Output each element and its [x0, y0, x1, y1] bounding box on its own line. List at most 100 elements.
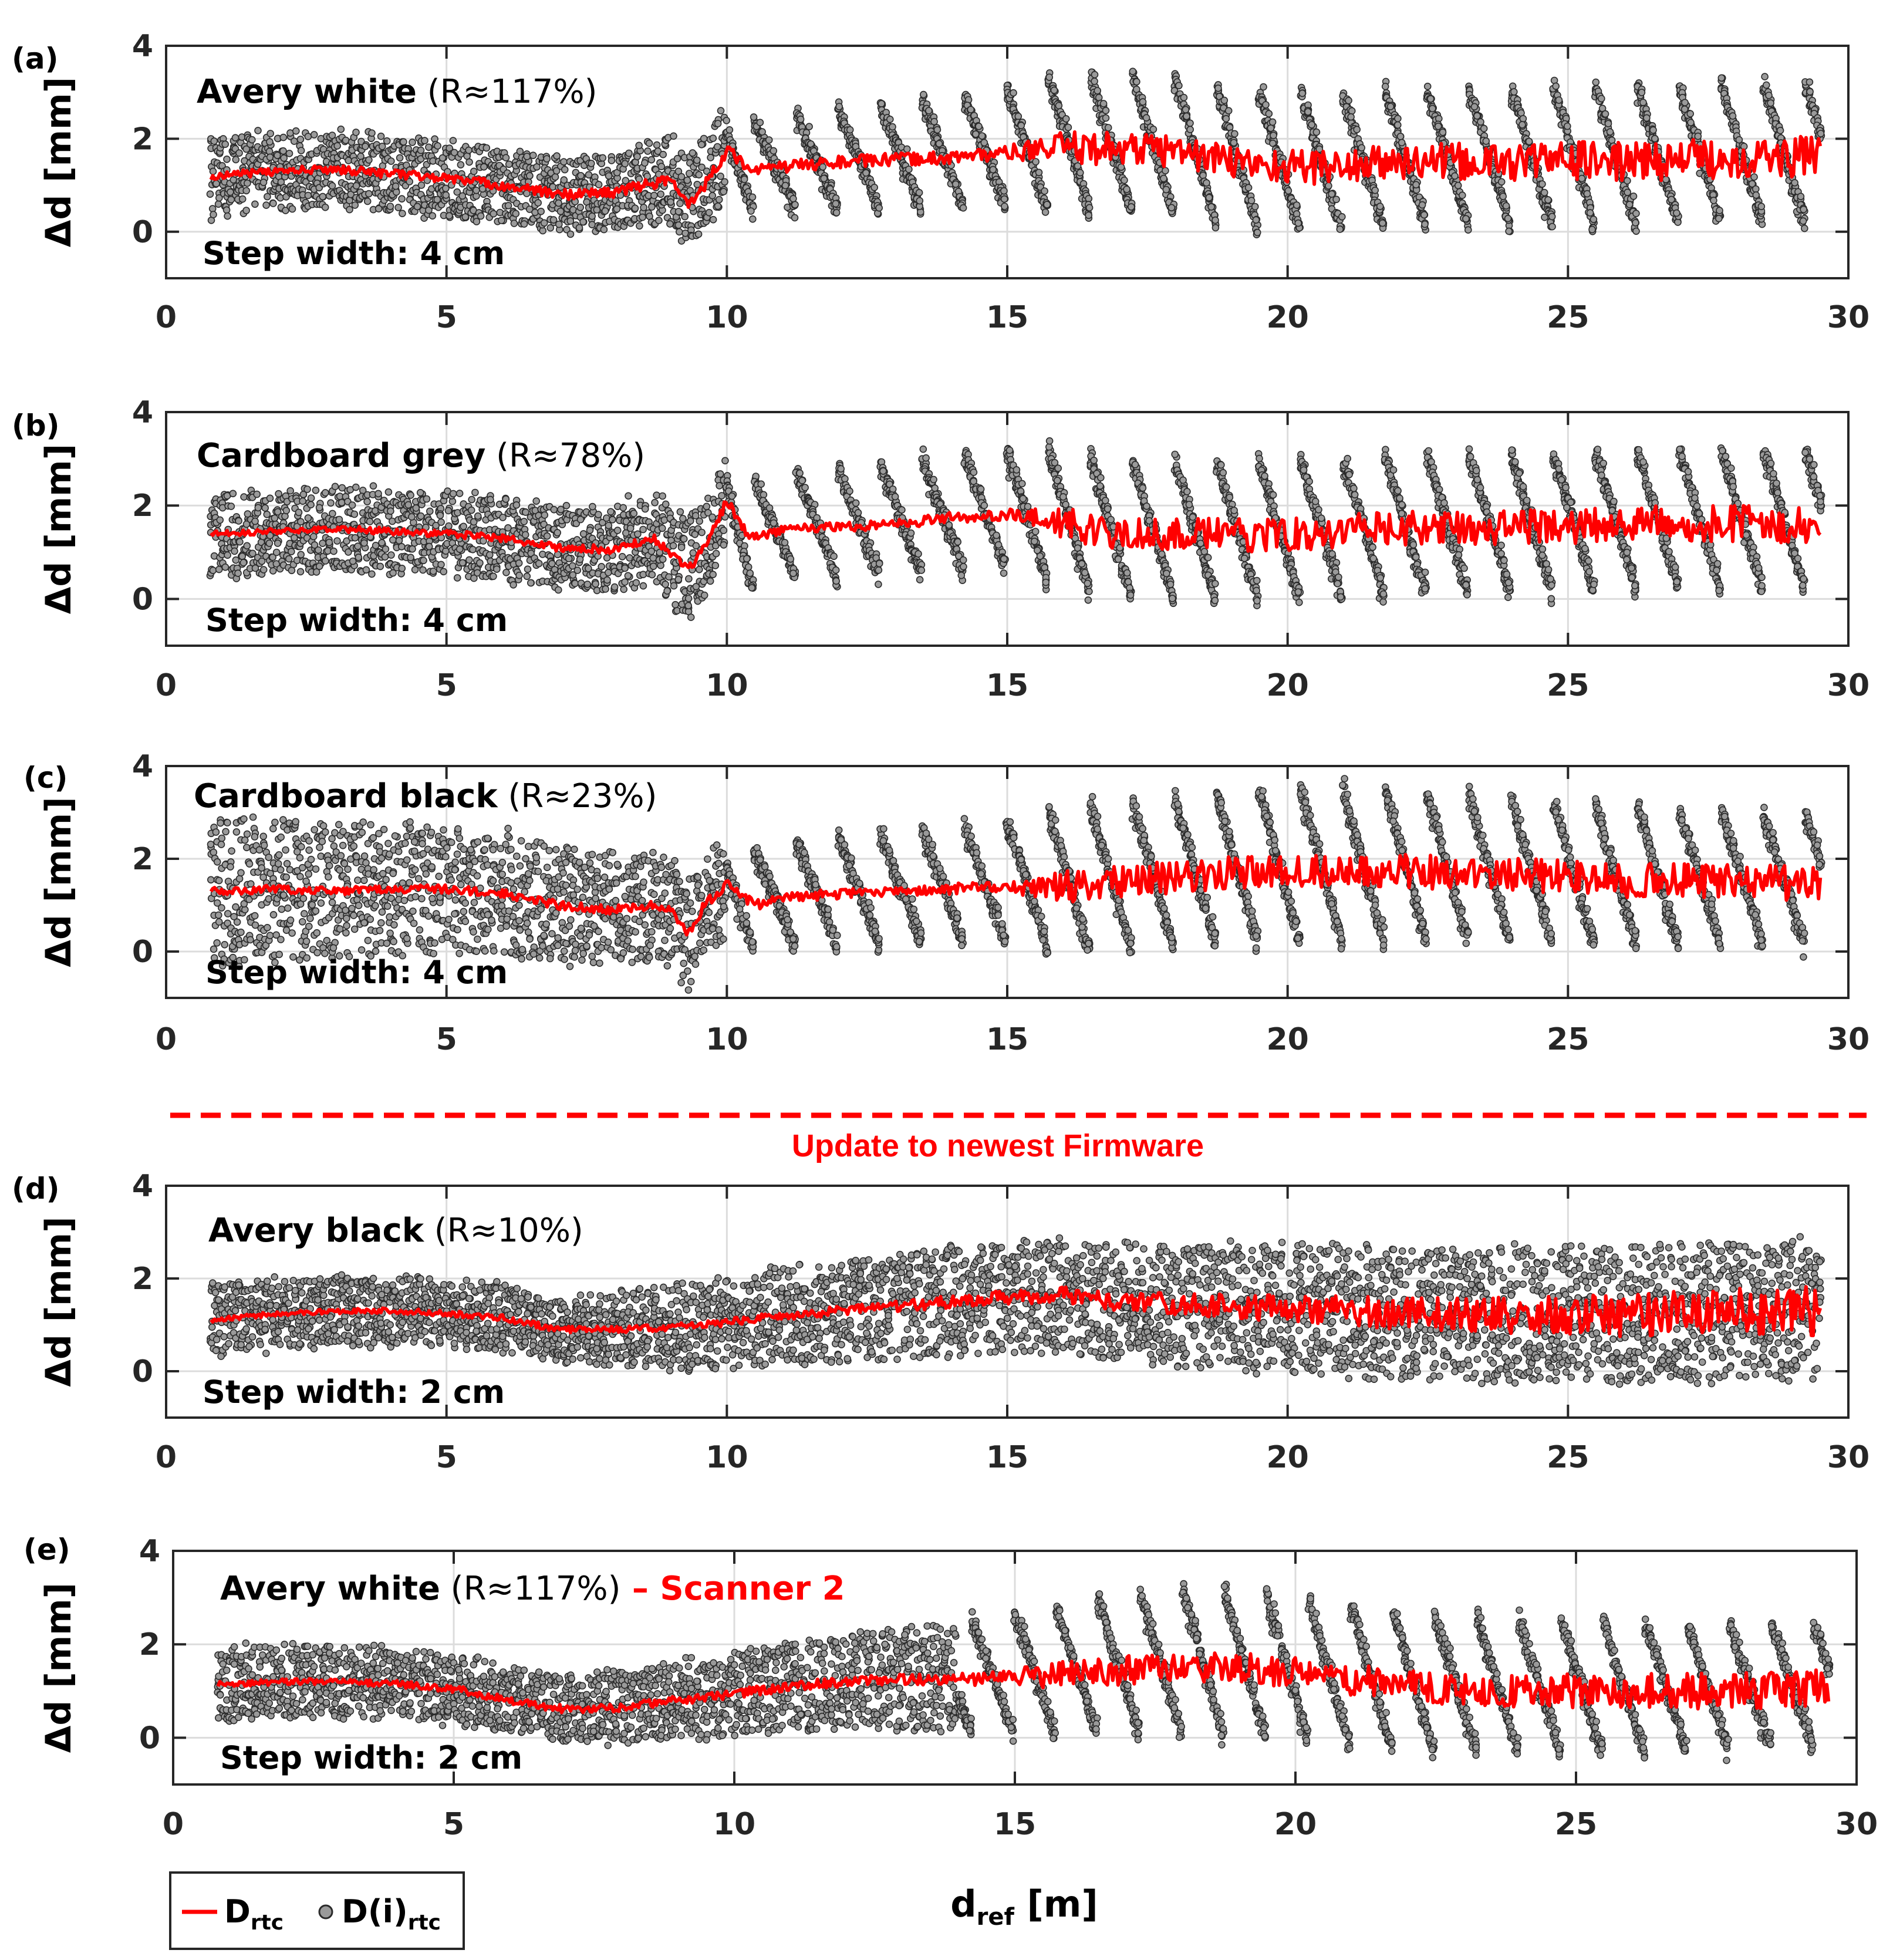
- data-point: [321, 489, 329, 497]
- x-tick-label: 20: [1266, 300, 1308, 335]
- data-point: [338, 498, 346, 507]
- data-point: [758, 128, 766, 136]
- data-point: [694, 230, 703, 238]
- data-point: [539, 227, 547, 235]
- data-point: [292, 127, 300, 135]
- data-point: [740, 176, 748, 183]
- data-point: [315, 562, 323, 571]
- data-point: [1459, 191, 1466, 200]
- data-point: [1715, 214, 1723, 222]
- data-point: [490, 210, 498, 218]
- data-point: [288, 205, 296, 213]
- data-point: [378, 143, 386, 150]
- data-point: [1606, 128, 1614, 136]
- data-point: [1332, 195, 1340, 204]
- data-point: [1294, 219, 1302, 227]
- data-point: [365, 190, 373, 198]
- data-point: [378, 539, 386, 546]
- data-point: [1462, 215, 1470, 223]
- data-point: [1123, 185, 1131, 193]
- data-point: [352, 182, 360, 190]
- data-point: [560, 176, 568, 184]
- data-point: [1162, 167, 1169, 175]
- data-point: [295, 508, 303, 517]
- data-point: [1518, 121, 1526, 129]
- data-point: [1014, 112, 1023, 120]
- data-point: [502, 568, 510, 576]
- data-point: [473, 186, 480, 194]
- data-point: [636, 222, 643, 230]
- data-point: [388, 517, 396, 525]
- data-point: [1632, 219, 1639, 227]
- data-point: [1632, 210, 1640, 218]
- data-point: [243, 542, 251, 550]
- data-point: [805, 123, 813, 130]
- data-point: [1220, 96, 1229, 104]
- data-point: [531, 208, 539, 217]
- data-point: [725, 126, 734, 134]
- data-point: [264, 193, 271, 201]
- data-point: [1439, 129, 1447, 136]
- data-point: [304, 514, 312, 522]
- data-point: [238, 552, 247, 561]
- data-point: [1451, 172, 1459, 180]
- data-point: [748, 193, 757, 201]
- data-point: [709, 134, 717, 142]
- data-point: [280, 154, 288, 162]
- data-point: [299, 497, 307, 505]
- data-point: [905, 166, 913, 173]
- data-point: [214, 200, 222, 208]
- data-point: [1583, 190, 1591, 198]
- data-point: [770, 147, 778, 155]
- data-point: [363, 197, 372, 205]
- data-point: [212, 180, 220, 188]
- data-point: [1262, 101, 1270, 109]
- data-point: [1244, 184, 1253, 192]
- data-point: [1564, 122, 1571, 130]
- data-point: [1686, 110, 1694, 118]
- data-point: [365, 156, 373, 164]
- data-point: [355, 554, 363, 561]
- data-point: [266, 494, 274, 502]
- data-point: [647, 156, 656, 164]
- data-point: [1510, 88, 1518, 96]
- data-point: [1041, 187, 1048, 195]
- data-point: [705, 208, 713, 217]
- data-point: [1231, 130, 1239, 138]
- data-point: [457, 161, 465, 169]
- data-point: [453, 574, 461, 582]
- data-point: [595, 181, 603, 188]
- data-point: [335, 515, 343, 524]
- data-point: [1797, 193, 1805, 201]
- data-point: [980, 139, 988, 147]
- data-point: [639, 213, 646, 221]
- data-point: [1538, 180, 1546, 188]
- data-point: [1643, 114, 1651, 122]
- data-point: [1139, 98, 1147, 106]
- data-point: [465, 158, 473, 166]
- data-point: [251, 517, 259, 525]
- data-point: [1710, 197, 1717, 204]
- data-point: [407, 491, 414, 499]
- data-point: [449, 490, 457, 498]
- data-point: [290, 137, 298, 145]
- data-point: [1265, 110, 1273, 117]
- data-point: [541, 511, 549, 519]
- data-point: [279, 147, 287, 155]
- data-point: [350, 510, 359, 518]
- data-point: [608, 157, 616, 164]
- data-point: [1308, 121, 1315, 129]
- data-point: [1129, 68, 1137, 75]
- data-point: [631, 204, 639, 212]
- data-point: [372, 541, 380, 549]
- data-point: [1325, 182, 1332, 190]
- data-point: [417, 181, 426, 189]
- data-point: [442, 191, 450, 199]
- data-point: [1729, 112, 1737, 120]
- data-point: [442, 184, 450, 193]
- data-point: [1050, 86, 1058, 94]
- data-point: [1548, 212, 1556, 221]
- data-point: [657, 190, 664, 198]
- data-point: [417, 146, 425, 154]
